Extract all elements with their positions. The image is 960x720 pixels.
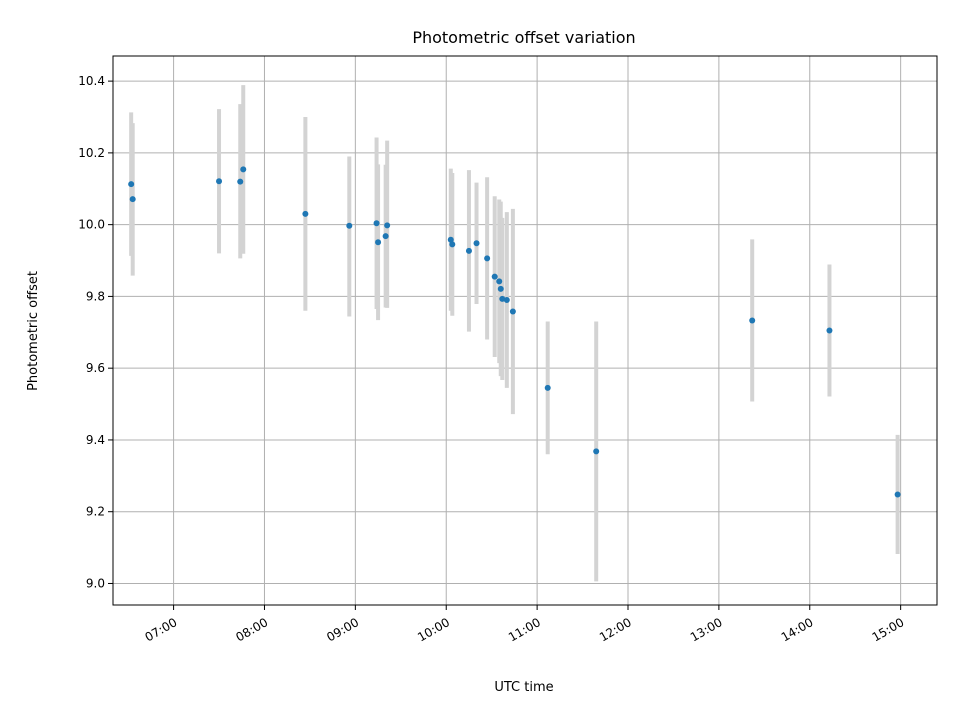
x-tick-label: 10:00 [415, 615, 452, 644]
data-point [346, 222, 353, 229]
data-point [593, 448, 600, 455]
data-point [240, 166, 247, 173]
y-tick-label: 10.2 [78, 146, 105, 160]
y-axis-label: Photometric offset [26, 271, 41, 391]
x-tick-label: 14:00 [779, 615, 816, 644]
errorbars [129, 85, 900, 582]
plot-frame [112, 55, 938, 606]
data-point [503, 297, 510, 303]
x-axis-ticks: 07:00 08:00 09:00 10:00 11:00 12:00 13:00 14:00… [143, 605, 907, 645]
data-point [302, 210, 309, 217]
data-point [382, 233, 389, 240]
data-point [749, 317, 756, 324]
data-point [384, 222, 391, 229]
data-point [449, 241, 456, 248]
data-point [826, 327, 833, 334]
data-point [544, 384, 551, 391]
x-tick-label: 15:00 [870, 615, 907, 644]
data-point [375, 239, 382, 246]
data-point [373, 220, 380, 227]
data-point [499, 295, 506, 302]
data-point [447, 236, 454, 243]
data-point [128, 181, 135, 188]
x-tick-label: 08:00 [233, 615, 270, 644]
x-tick-label: 13:00 [688, 615, 725, 644]
y-tick-label: 10.0 [78, 218, 105, 232]
data-point [509, 308, 516, 315]
x-tick-label: 12:00 [597, 615, 634, 644]
x-axis-label: UTC time [494, 680, 553, 695]
data-point [497, 285, 504, 292]
data-point [496, 278, 503, 285]
x-tick-label: 09:00 [324, 615, 361, 644]
data-point [491, 273, 498, 280]
chart-title: Photometric offset variation [412, 28, 635, 47]
data-point [129, 196, 136, 203]
data-point [237, 178, 244, 185]
y-axis-ticks: 9.0 9.2 9.4 9.6 9.8 10.0 10.2 10.4 [78, 74, 113, 590]
grid [113, 56, 937, 605]
y-tick-label: 9.6 [86, 361, 105, 375]
y-tick-label: 10.4 [78, 74, 105, 88]
data-point [894, 491, 901, 498]
data-point [216, 178, 223, 185]
data-point [473, 240, 480, 247]
x-tick-label: 07:00 [143, 615, 180, 644]
y-tick-label: 9.2 [86, 505, 105, 519]
x-tick-label: 11:00 [506, 615, 543, 644]
y-tick-label: 9.0 [86, 576, 105, 590]
y-tick-label: 9.4 [86, 433, 105, 447]
data-points [128, 166, 901, 498]
y-tick-label: 9.8 [86, 289, 105, 303]
data-point [465, 247, 472, 254]
data-point [484, 255, 491, 262]
